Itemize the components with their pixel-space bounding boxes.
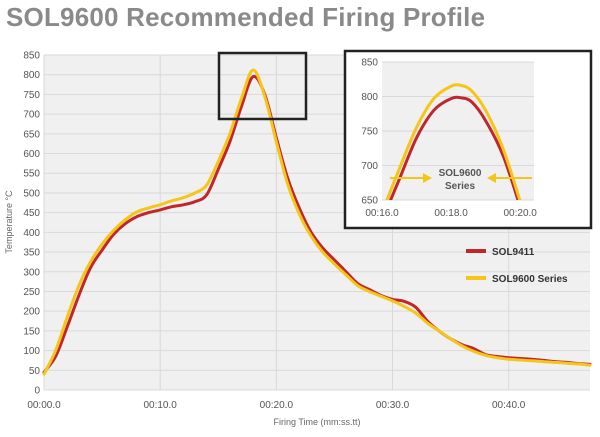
inset-x-tick-0: 00:16.0: [365, 208, 399, 219]
main-y-tick-50: 50: [29, 366, 41, 377]
inset-series: [385, 83, 522, 200]
inset-y-tick-850: 850: [361, 58, 378, 69]
y-tick-labels: 0 50 100 150 200 250 300 350 400 450 500 550 600 650 7…: [23, 51, 40, 397]
inset-y-tick-labels: 650 700 750 800 850: [361, 58, 378, 207]
inset-y-tick-750: 750: [361, 127, 378, 138]
main-x-tick-2: 00:20.0: [260, 400, 294, 411]
legend-label-sol9411: SOL9411: [492, 247, 535, 258]
annotation-line-1: SOL9600: [439, 168, 482, 179]
inset-x-tick-labels: 00:16.0 00:18.0 00:20.0: [365, 208, 537, 219]
main-y-tick-250: 250: [23, 287, 40, 298]
main-y-tick-150: 150: [23, 326, 40, 337]
legend-label-sol9600: SOL9600 Series: [492, 274, 568, 285]
inset-x-tick-1: 00:18.0: [434, 208, 468, 219]
annotation-arrowhead-right: [487, 173, 496, 183]
main-y-tick-100: 100: [23, 346, 40, 357]
x-axis-label: Firing Time (mm:ss.tt): [274, 417, 361, 427]
page-title: SOL9600 Recommended Firing Profile: [6, 2, 486, 32]
main-y-tick-300: 300: [23, 267, 40, 278]
inset-series-sol9411: [389, 95, 520, 200]
main-x-tick-1: 00:10.0: [143, 400, 177, 411]
main-x-tick-4: 00:40.0: [492, 400, 526, 411]
main-x-tick-0: 00:00.0: [27, 400, 61, 411]
main-y-tick-200: 200: [23, 307, 40, 318]
main-y-tick-350: 350: [23, 248, 40, 259]
main-y-tick-600: 600: [23, 149, 40, 160]
annotation-arrowhead-left: [423, 173, 432, 183]
main-y-tick-750: 750: [23, 90, 40, 101]
annotation-line-2: Series: [445, 181, 475, 192]
inset-x-tick-2: 00:20.0: [503, 208, 537, 219]
inset-y-tick-650: 650: [361, 196, 378, 207]
main-series-sol9600-series: [42, 68, 592, 376]
main-y-tick-500: 500: [23, 188, 40, 199]
main-y-tick-850: 850: [23, 51, 40, 62]
inset-series-sol9600-series: [385, 83, 522, 200]
main-y-tick-650: 650: [23, 129, 40, 140]
main-y-tick-0: 0: [34, 386, 40, 397]
x-tick-labels: 00:00.0 00:10.0 00:20.0 00:30.0 00:40.0: [27, 400, 525, 411]
zoom-region-box: [217, 51, 308, 121]
main-y-tick-700: 700: [23, 110, 40, 121]
main-series: [42, 68, 592, 376]
inset-y-tick-800: 800: [361, 92, 378, 103]
legend: SOL9411 SOL9600 Series: [466, 247, 568, 285]
main-y-tick-550: 550: [23, 169, 40, 180]
y-axis-label: Temperature °C: [4, 190, 14, 254]
main-x-tick-3: 00:30.0: [376, 400, 410, 411]
main-y-tick-450: 450: [23, 208, 40, 219]
inset-y-tick-700: 700: [361, 161, 378, 172]
main-y-tick-400: 400: [23, 228, 40, 239]
main-y-tick-800: 800: [23, 70, 40, 81]
